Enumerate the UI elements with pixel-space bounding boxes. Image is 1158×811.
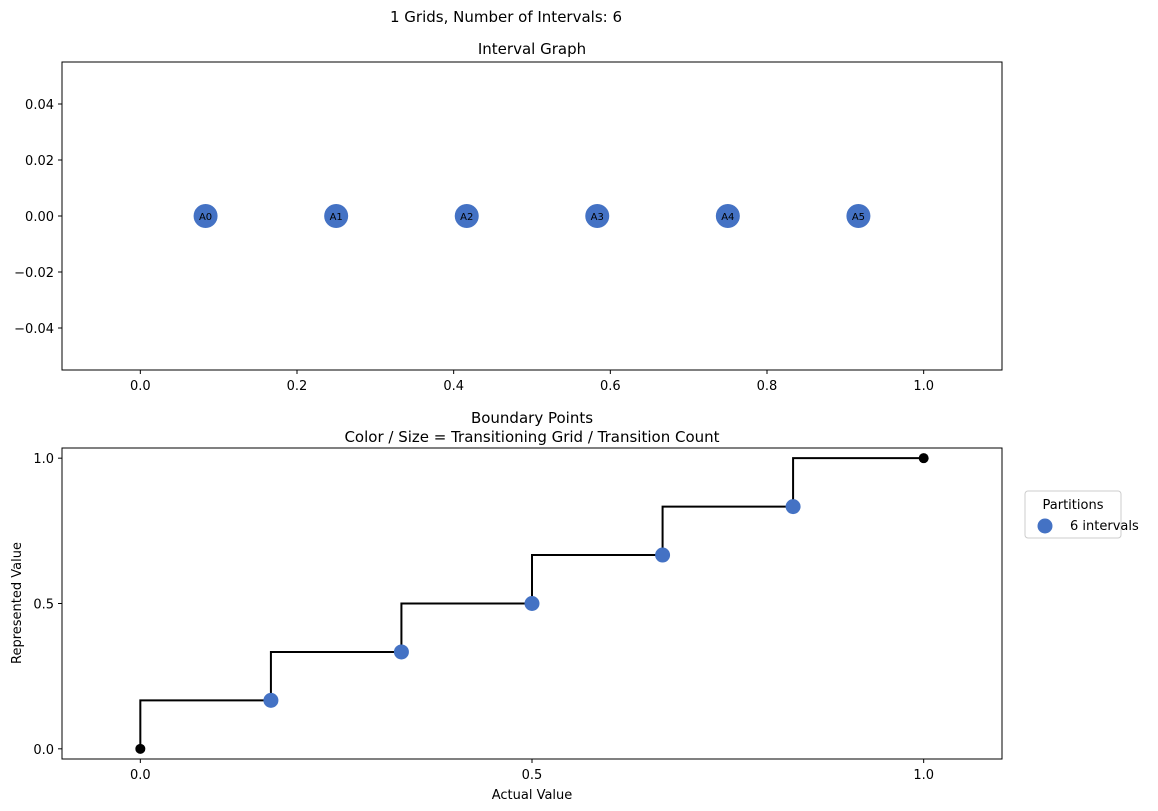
- y-tick-label: −0.04: [14, 322, 54, 337]
- node-label-a3: A3: [591, 212, 604, 223]
- y-tick-label: 1.0: [33, 452, 54, 467]
- interval-graph-chart: Interval Graph 0.0 0.2 0.4 0.6 0.8 1.0 0.04 0.0…: [14, 40, 1003, 394]
- x-tick-label: 0.0: [130, 379, 151, 394]
- x-tick-label: 0.2: [287, 379, 308, 394]
- interval-graph-title: Interval Graph: [478, 40, 586, 58]
- boundary-points-title-line2: Color / Size = Transitioning Grid / Tran…: [344, 428, 719, 446]
- boundary-points-ylabel: Represented Value: [10, 542, 25, 664]
- node-label-a5: A5: [852, 212, 865, 223]
- y-tick-label: 0.00: [25, 210, 54, 225]
- endpoint-marker: [918, 453, 929, 464]
- x-tick-label: 0.8: [757, 379, 778, 394]
- y-tick-label: −0.02: [14, 266, 54, 281]
- boundary-points-title-line1: Boundary Points: [471, 409, 593, 427]
- node-a1: [324, 204, 349, 228]
- boundary-points-xlabel: Actual Value: [492, 788, 573, 803]
- node-a2: [454, 204, 479, 228]
- x-tick-label: 0.5: [522, 768, 543, 783]
- endpoint-marker: [135, 743, 146, 754]
- boundary-points-chart: Boundary Points Color / Size = Transitio…: [10, 409, 1139, 803]
- boundary-point: [785, 499, 801, 515]
- boundary-point: [393, 644, 409, 660]
- boundary-point: [655, 547, 671, 563]
- node-label-a4: A4: [721, 212, 734, 223]
- x-tick-label: 1.0: [913, 768, 934, 783]
- legend-label-6-intervals: 6 intervals: [1070, 519, 1139, 534]
- figure-suptitle: 1 Grids, Number of Intervals: 6: [390, 8, 622, 26]
- y-tick-label: 0.04: [25, 98, 54, 113]
- boundary-point: [524, 596, 540, 611]
- node-a4: [715, 204, 740, 228]
- x-tick-label: 0.6: [600, 379, 621, 394]
- node-a3: [585, 204, 610, 228]
- legend-title: Partitions: [1043, 498, 1104, 513]
- node-label-a1: A1: [330, 212, 343, 223]
- node-a5: [846, 204, 871, 228]
- x-tick-label: 1.0: [913, 379, 934, 394]
- y-tick-label: 0.0: [33, 743, 54, 758]
- node-label-a2: A2: [460, 212, 473, 223]
- y-tick-label: 0.5: [33, 598, 54, 613]
- y-tick-label: 0.02: [25, 154, 54, 169]
- legend: Partitions 6 intervals: [1024, 490, 1139, 539]
- x-tick-label: 0.0: [130, 768, 151, 783]
- node-a0: [193, 204, 218, 228]
- x-tick-label: 0.4: [443, 379, 464, 394]
- node-label-a0: A0: [199, 212, 212, 223]
- legend-marker-6-intervals: [1037, 518, 1053, 534]
- boundary-point: [263, 692, 279, 708]
